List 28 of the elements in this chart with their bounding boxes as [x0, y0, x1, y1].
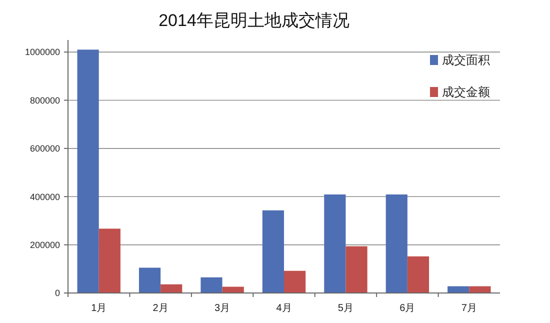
- bar: [138, 268, 161, 293]
- bar: [324, 194, 346, 293]
- x-tick-label: 2月: [152, 303, 168, 314]
- y-tick-label: 800000: [30, 95, 60, 106]
- bar: [346, 246, 368, 293]
- y-tick-label: 400000: [30, 192, 60, 202]
- x-tick-label: 6月: [400, 303, 416, 314]
- y-tick-label: 1000000: [24, 47, 60, 58]
- x-tick-label: 4月: [276, 303, 292, 314]
- x-tick-label: 1月: [91, 303, 107, 314]
- y-tick-label: 200000: [30, 240, 60, 250]
- x-tick-label: 3月: [214, 303, 230, 314]
- x-tick-label: 7月: [461, 303, 477, 314]
- bar: [77, 50, 99, 293]
- bar: [222, 286, 244, 293]
- legend-label: 成交面积: [442, 53, 490, 68]
- y-tick-label: 600000: [30, 144, 60, 154]
- bar: [386, 194, 408, 293]
- bar: [284, 270, 306, 293]
- bar: [98, 228, 120, 293]
- bar: [200, 277, 222, 293]
- y-tick-label: 0: [54, 288, 60, 298]
- bar: [160, 284, 182, 293]
- bar: [407, 256, 430, 293]
- bar: [262, 210, 284, 293]
- chart-title: 2014年昆明土地成交情况: [158, 11, 350, 30]
- legend-label: 成交金额: [442, 85, 490, 100]
- x-tick-label: 5月: [338, 303, 354, 314]
